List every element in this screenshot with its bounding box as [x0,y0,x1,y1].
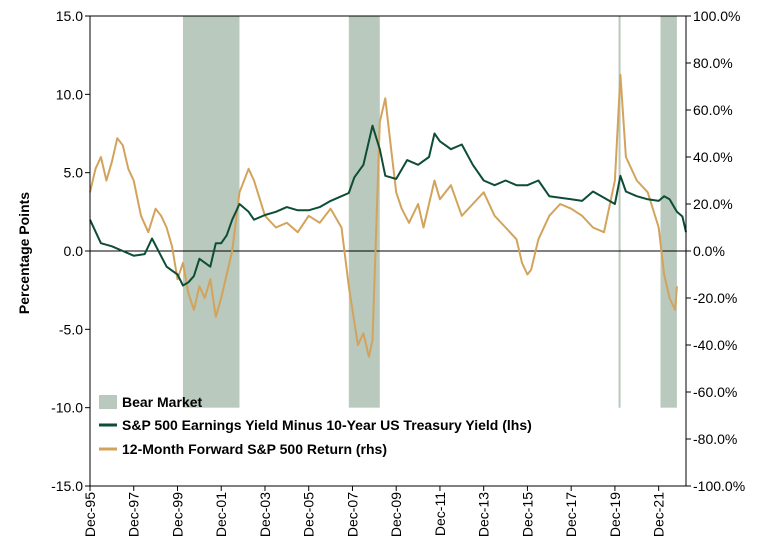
right-tick-label: -20.0% [693,290,737,306]
legend-label-return: 12-Month Forward S&P 500 Return (rhs) [122,441,387,457]
right-tick-label: 40.0% [693,149,733,165]
legend-label-eyield: S&P 500 Earnings Yield Minus 10-Year US … [122,417,532,433]
left-tick-label: 0.0 [64,243,84,259]
bear-band-0 [182,16,240,408]
x-tick-label: Dec-01 [213,492,229,537]
x-tick-label: Dec-07 [344,492,360,537]
x-tick-label: Dec-03 [257,492,273,537]
left-tick-label: -5.0 [59,321,83,337]
left-tick-label: -10.0 [51,400,83,416]
right-tick-label: 60.0% [693,102,733,118]
x-tick-label: Dec-19 [607,492,623,537]
right-tick-label: -40.0% [693,337,737,353]
series-forward-return-line [89,73,678,358]
x-axis-ticks: Dec-95 Dec-97 Dec-99 Dec-01 Dec-03 Dec-05 Dec-… [82,486,667,537]
x-tick-label: Dec-11 [432,492,448,536]
left-tick-label: 15.0 [56,8,83,24]
x-tick-label: Dec-15 [519,492,535,537]
right-tick-label: -80.0% [693,431,737,447]
right-tick-label: -60.0% [693,384,737,400]
x-tick-label: Dec-99 [169,492,185,537]
bear-band-3 [660,16,677,408]
legend-swatch-bear [99,395,117,409]
x-tick-label: Dec-05 [301,492,317,537]
right-tick-label: 100.0% [693,8,740,24]
left-tick-label: 10.0 [56,86,83,102]
left-tick-label: 5.0 [64,165,84,181]
series-earnings-yield-line [89,124,687,287]
bear-market-bands [182,16,677,408]
x-tick-label: Dec-13 [476,492,492,537]
x-tick-label: Dec-09 [388,492,404,537]
right-tick-label: 0.0% [693,243,725,259]
right-tick-label: 80.0% [693,55,733,71]
x-tick-label: Dec-21 [651,492,667,537]
x-tick-label: Dec-97 [126,492,142,537]
x-tick-label: Dec-17 [563,492,579,537]
x-tick-label: Dec-95 [82,492,98,537]
bear-band-2 [618,16,621,408]
left-tick-label: -15.0 [51,478,83,494]
y-axis-label: Percentage Points [16,192,32,314]
series-lines [89,73,687,358]
legend-label-bear: Bear Market [122,394,202,410]
right-tick-label: 20.0% [693,196,733,212]
left-axis-ticks: 15.0 10.0 5.0 0.0 -5.0 -10.0 -15.0 [51,8,90,494]
bear-band-1 [348,16,380,408]
right-axis-ticks: 100.0% 80.0% 60.0% 40.0% 20.0% 0.0% -20.0% -40.… [686,8,745,494]
right-tick-label: -100.0% [693,478,745,494]
legend: Bear Market S&P 500 Earnings Yield Minus… [99,394,532,457]
